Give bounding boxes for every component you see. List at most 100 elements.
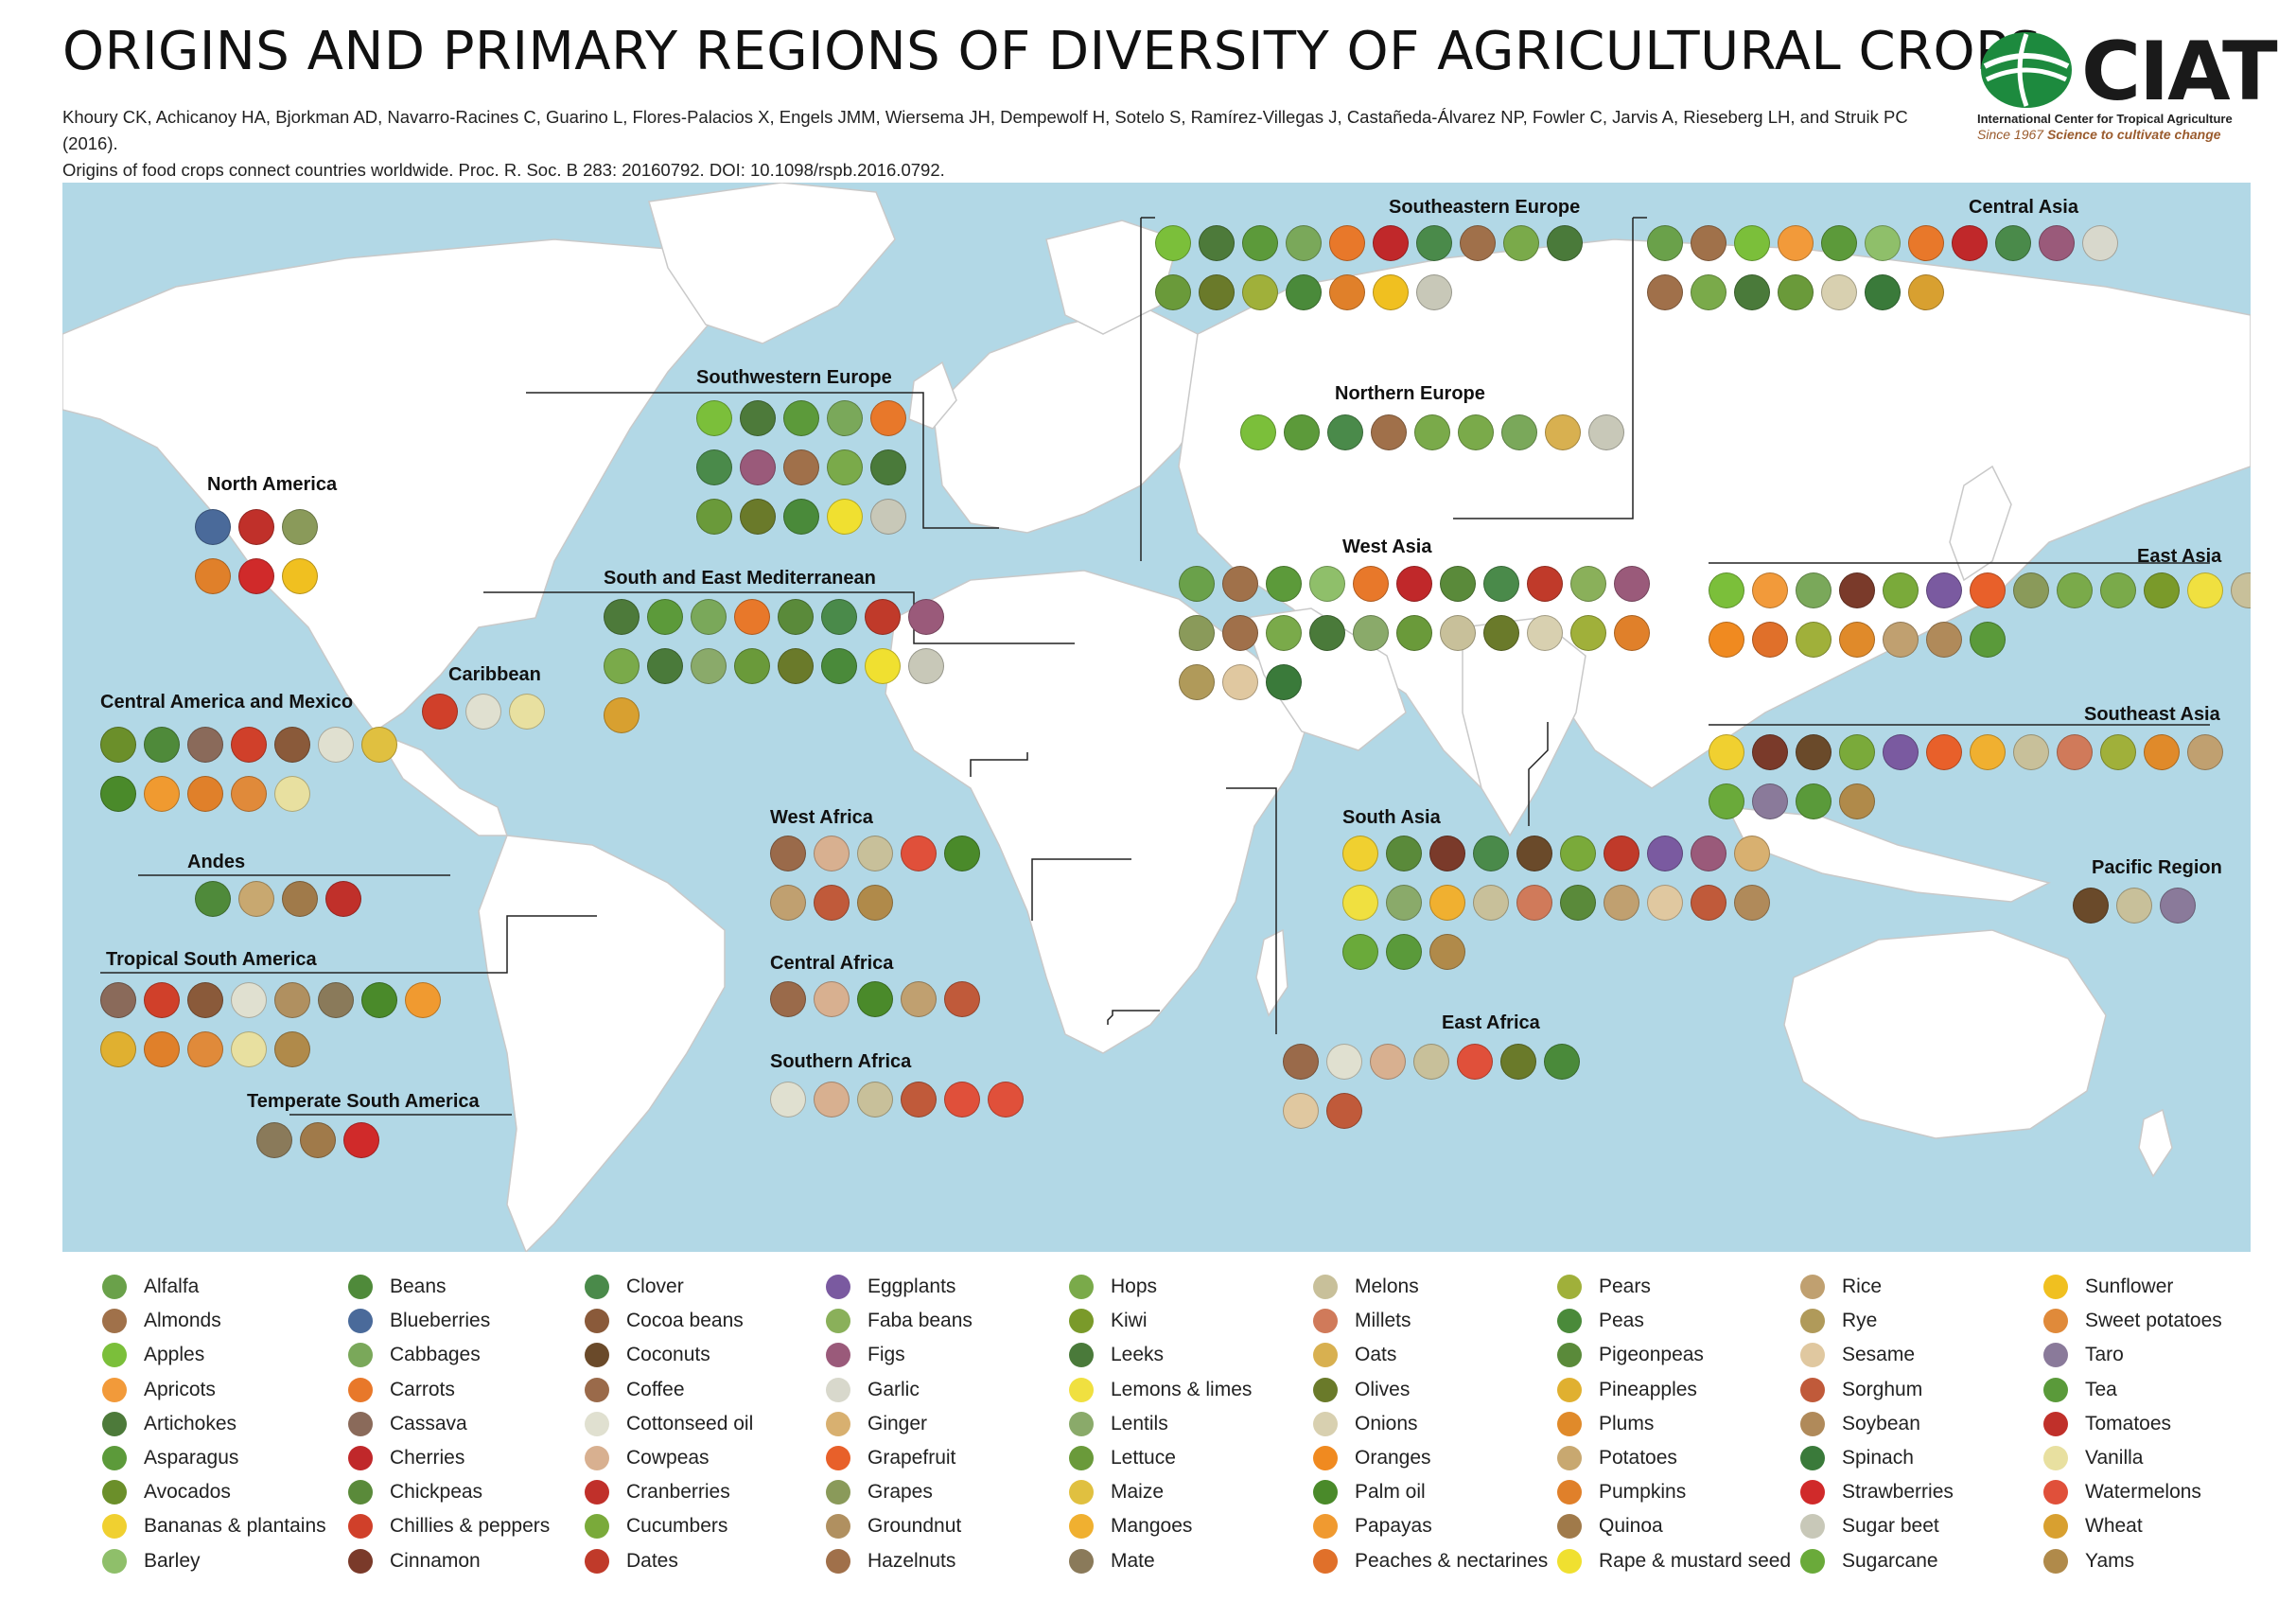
- crop-icon: [2100, 572, 2136, 608]
- crop-icon: [195, 558, 231, 594]
- legend-item-label: Palm oil: [1355, 1481, 1426, 1504]
- crop-icon: [585, 1275, 609, 1300]
- crop-icon: [1800, 1309, 1825, 1334]
- crop-icon: [361, 727, 397, 763]
- crop-icon: [325, 881, 361, 917]
- leader-southeastern-europe: [1140, 217, 1155, 561]
- crop-icon: [770, 836, 806, 871]
- crop-icon: [1266, 664, 1302, 700]
- leader-southwestern-europe: [526, 392, 999, 529]
- crop-icon: [1647, 885, 1683, 921]
- crop-icon: [465, 694, 501, 730]
- legend-item-label: Clover: [626, 1276, 684, 1298]
- leader-west-africa: [970, 752, 1028, 777]
- legend-item-label: Lentils: [1111, 1412, 1168, 1434]
- crop-icon: [944, 1082, 980, 1117]
- legend-item-label: Asparagus: [144, 1447, 239, 1469]
- crop-icon: [1557, 1309, 1582, 1334]
- crop-icon: [102, 1548, 127, 1574]
- legend-item: Barley: [102, 1544, 348, 1578]
- legend-item-label: Rape & mustard seed: [1599, 1549, 1792, 1572]
- crop-icon: [2013, 734, 2049, 770]
- ciat-logo[interactable]: CIAT International Center for Tropical A…: [1977, 25, 2278, 147]
- legend-item: Ginger: [826, 1407, 1072, 1441]
- legend-item: Grapes: [826, 1475, 1072, 1509]
- legend-item: Spinach: [1800, 1441, 2046, 1475]
- crop-icon: [870, 400, 906, 436]
- crop-icon: [1416, 274, 1452, 310]
- region-label-central-asia: Central Asia: [1969, 197, 2078, 218]
- crop-icon: [1752, 783, 1788, 819]
- crop-icon: [826, 1480, 850, 1505]
- crop-icon: [1373, 225, 1409, 261]
- crop-icon: [1413, 1044, 1449, 1080]
- crop-icon: [857, 885, 893, 921]
- legend-item-label: Pumpkins: [1599, 1481, 1687, 1504]
- region-label-north-america: North America: [207, 474, 338, 495]
- crop-icon: [195, 881, 231, 917]
- crop-icon: [770, 885, 806, 921]
- crop-icon: [585, 1548, 609, 1574]
- legend-item: Plums: [1557, 1407, 1803, 1441]
- crop-icon: [821, 648, 857, 684]
- legend-item-label: Cowpeas: [626, 1447, 710, 1469]
- region-label-central-africa: Central Africa: [770, 953, 894, 974]
- land-south-america: [478, 835, 726, 1252]
- legend-item: Coffee: [585, 1373, 831, 1407]
- legend-item-label: Olives: [1355, 1378, 1411, 1400]
- crop-icon: [585, 1411, 609, 1436]
- crop-icon: [1353, 615, 1389, 651]
- crop-icon: [1440, 566, 1476, 602]
- legend-column: Hops Kiwi Leeks Lemons & limes Lentils Lettuc…: [1069, 1270, 1315, 1578]
- leader-east-africa: [1226, 787, 1277, 1034]
- crop-icon: [1800, 1446, 1825, 1471]
- legend-item: Potatoes: [1557, 1441, 1803, 1475]
- legend-item-label: Cranberries: [626, 1481, 730, 1504]
- crop-icon: [1647, 274, 1683, 310]
- crop-icon: [1557, 1343, 1582, 1368]
- legend-item: Tomatoes: [2043, 1407, 2289, 1441]
- legend-item: Peas: [1557, 1304, 1803, 1338]
- crop-icon: [1800, 1275, 1825, 1300]
- crop-icon: [1429, 836, 1465, 871]
- legend-item-label: Papayas: [1355, 1515, 1432, 1538]
- crop-icon: [1155, 225, 1191, 261]
- crop-icon: [1069, 1446, 1094, 1471]
- region-label-temperate-south-america: Temperate South America: [247, 1091, 480, 1112]
- crop-icon: [1545, 414, 1581, 450]
- legend-item: Almonds: [102, 1304, 348, 1338]
- legend-item: Peaches & nectarines: [1313, 1544, 1559, 1578]
- crop-icon: [1199, 225, 1235, 261]
- legend-item: Cabbages: [348, 1338, 594, 1372]
- crop-icon: [585, 1309, 609, 1334]
- crop-icon: [1373, 274, 1409, 310]
- crop-icon: [1560, 885, 1596, 921]
- crop-icon: [1503, 225, 1539, 261]
- legend-item: Cowpeas: [585, 1441, 831, 1475]
- crop-icon: [1429, 885, 1465, 921]
- crop-icon: [1778, 274, 1814, 310]
- crop-icon: [1752, 622, 1788, 658]
- region-label-tropical-south-america: Tropical South America: [106, 949, 317, 970]
- leader-tropical-south-america: [100, 915, 597, 974]
- crop-icon: [348, 1480, 373, 1505]
- legend-item: Groundnut: [826, 1509, 1072, 1543]
- legend-item-label: Sunflower: [2085, 1276, 2174, 1298]
- legend-item-label: Vanilla: [2085, 1447, 2144, 1469]
- crop-icon: [195, 509, 231, 545]
- crop-icon: [1865, 274, 1901, 310]
- crop-icon: [1908, 225, 1944, 261]
- crop-icon: [1069, 1514, 1094, 1540]
- crop-icon: [1483, 615, 1519, 651]
- crop-icon: [231, 982, 267, 1018]
- legend-item-label: Grapes: [868, 1481, 933, 1504]
- legend-item-label: Sugarcane: [1842, 1549, 1938, 1572]
- crop-icon: [604, 697, 640, 733]
- crop-icon: [821, 599, 857, 635]
- legend-item-label: Figs: [868, 1344, 905, 1366]
- legend-item-label: Oranges: [1355, 1447, 1431, 1469]
- legend-item-label: Plums: [1599, 1412, 1655, 1434]
- land-north-america: [62, 238, 727, 733]
- crop-icon: [1800, 1548, 1825, 1574]
- crop-icon: [343, 1122, 379, 1158]
